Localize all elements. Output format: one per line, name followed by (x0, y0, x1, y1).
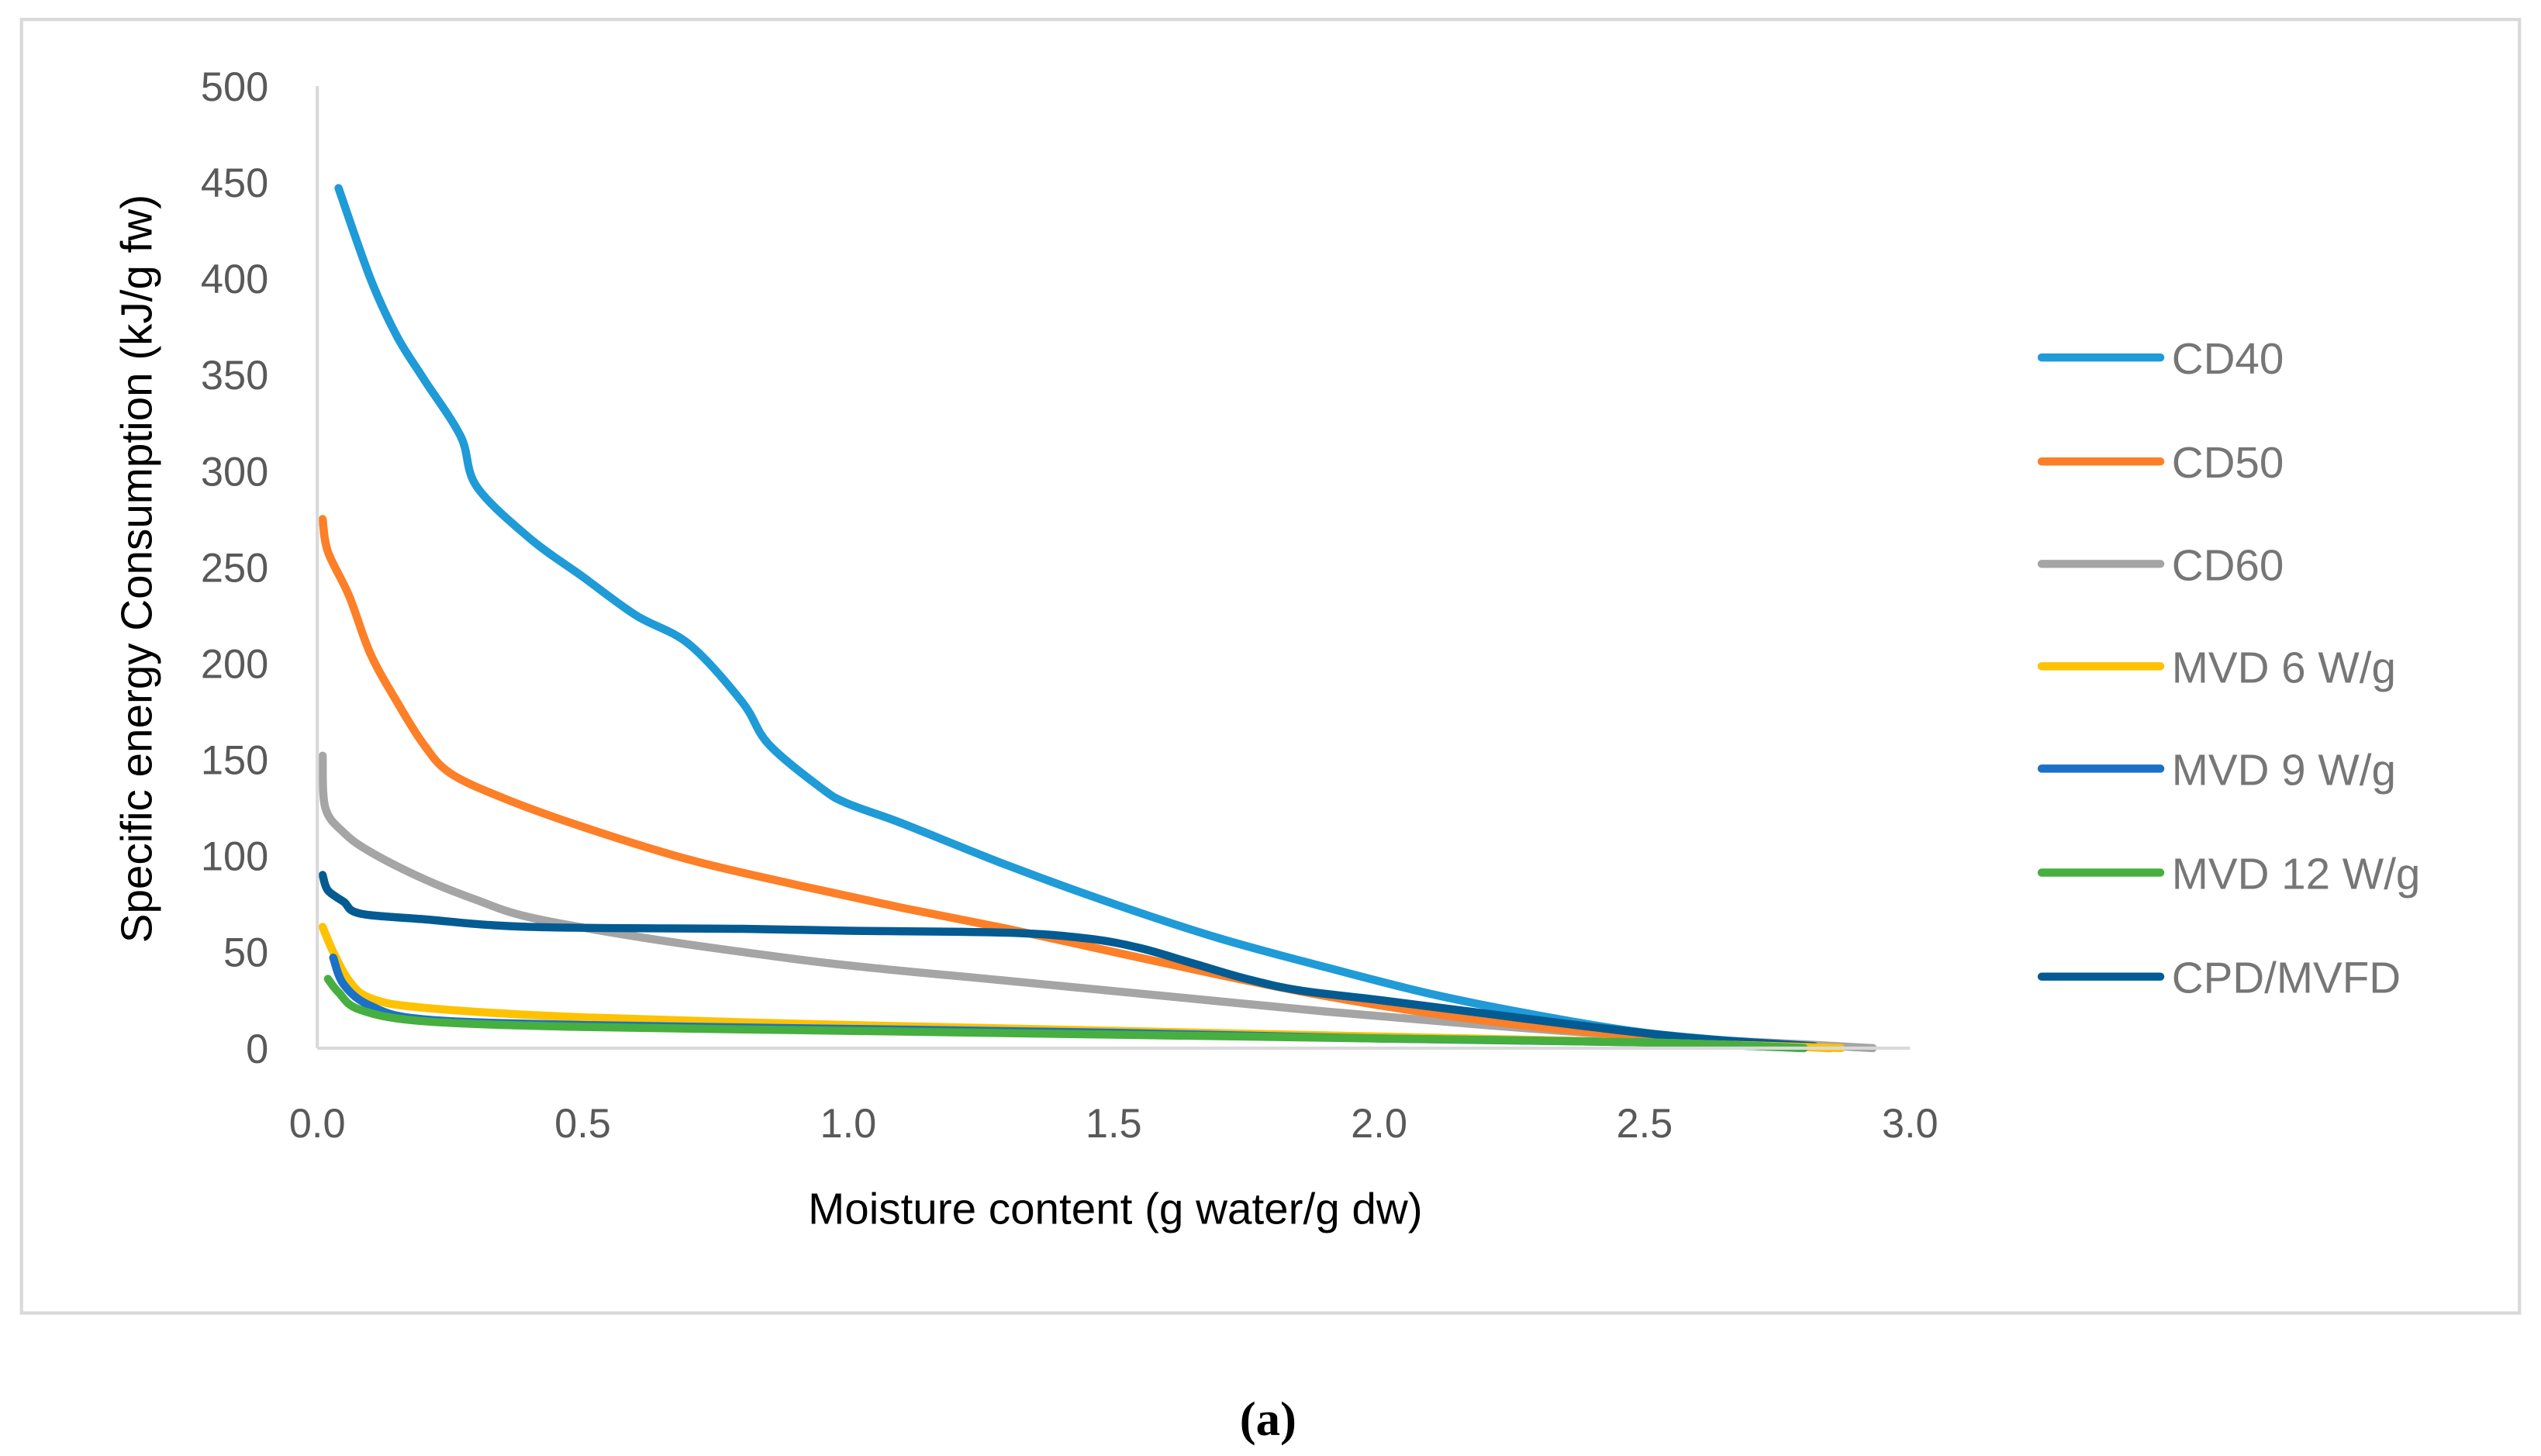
figure-caption: (a) (1240, 1392, 1296, 1446)
legend-label: CD50 (2172, 438, 2284, 487)
x-tick-label: 0.0 (289, 1102, 346, 1147)
y-tick-label: 450 (201, 161, 268, 206)
series-layer (318, 184, 1877, 1053)
y-tick-label: 400 (201, 257, 268, 302)
legend-label: CD60 (2172, 540, 2284, 589)
series-line-cd40 (334, 184, 1819, 1051)
series-line-mvd-12-w-g (323, 975, 1808, 1053)
x-axis-label: Moisture content (g water/g dw) (808, 1184, 1422, 1233)
y-tick-label: 350 (201, 354, 268, 399)
y-tick-label: 200 (201, 642, 268, 687)
x-tick-label: 0.5 (554, 1102, 611, 1147)
legend: CD40 CD50 CD60 MVD 6 W/g MVD 9 W/g MVD 12 W/g… (2037, 334, 2421, 1002)
legend-label: CD40 (2172, 334, 2284, 383)
x-tick-label: 2.0 (1351, 1102, 1407, 1147)
x-tick-label: 1.5 (1086, 1102, 1142, 1147)
legend-label: MVD 9 W/g (2172, 745, 2396, 794)
y-tick-label: 50 (223, 931, 268, 976)
y-tick-label: 0 (246, 1027, 268, 1072)
y-tick-labels: 0 50 100 150 200 250 300 350 400 450 500 (201, 65, 268, 1072)
series-line-cpd-mvfd (318, 871, 1819, 1051)
y-axis-label: Specific energy Consumption (kJ/g fw) (112, 195, 161, 943)
y-tick-label: 300 (201, 450, 268, 495)
x-tick-label: 2.5 (1617, 1102, 1673, 1147)
y-tick-label: 100 (201, 835, 268, 880)
x-tick-labels: 0.0 0.5 1.0 1.5 2.0 2.5 3.0 (289, 1102, 1939, 1147)
x-tick-label: 1.0 (820, 1102, 876, 1147)
legend-label: CPD/MVFD (2172, 954, 2401, 1002)
x-tick-label: 3.0 (1882, 1102, 1939, 1147)
y-tick-label: 500 (201, 65, 268, 110)
series-line-cd50 (318, 515, 1835, 1053)
legend-label: MVD 12 W/g (2172, 850, 2421, 899)
y-tick-label: 150 (201, 739, 268, 784)
y-tick-label: 250 (201, 546, 268, 591)
legend-label: MVD 6 W/g (2172, 643, 2396, 692)
